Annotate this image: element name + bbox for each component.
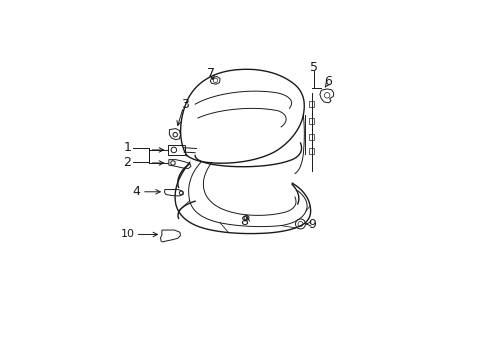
Text: 9: 9	[307, 218, 315, 231]
Text: 6: 6	[323, 75, 331, 88]
Text: 4: 4	[132, 185, 140, 198]
Text: 7: 7	[207, 67, 215, 80]
Bar	[308, 118, 313, 124]
Text: 10: 10	[121, 229, 135, 239]
Circle shape	[244, 215, 248, 220]
FancyBboxPatch shape	[168, 145, 184, 155]
Text: 8: 8	[240, 215, 248, 228]
Text: 1: 1	[123, 141, 131, 154]
Bar	[308, 101, 313, 107]
Bar	[308, 148, 313, 154]
Text: 2: 2	[123, 156, 131, 169]
Text: 5: 5	[309, 61, 317, 74]
Text: 3: 3	[181, 98, 188, 111]
Bar	[308, 134, 313, 140]
